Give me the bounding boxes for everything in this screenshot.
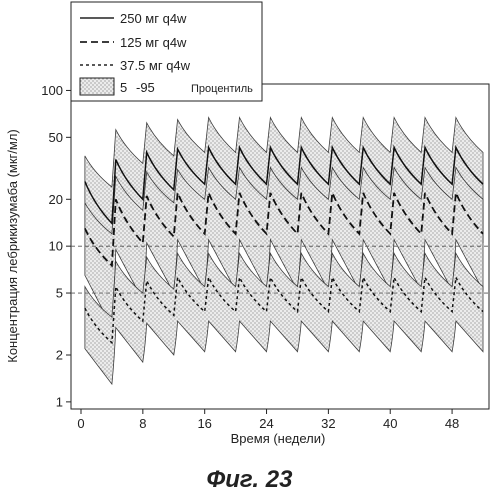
- x-axis-ticks: 0 8 16 24 32 40 48: [77, 409, 459, 431]
- x-tick-label-2: 16: [197, 416, 211, 431]
- legend-label-37: 37.5 мг q4w: [120, 58, 191, 73]
- legend: 250 мг q4w 125 мг q4w 37.5 мг q4w 5 -95 …: [71, 2, 262, 101]
- x-tick-label-3: 24: [259, 416, 273, 431]
- x-axis-label: Время (недели): [231, 431, 326, 446]
- x-tick-label-0: 0: [77, 416, 84, 431]
- chart: 0 8 16 24 32 40 48 1 2 5 10 20 50 100 Время (недели)…: [0, 0, 499, 462]
- y-axis-ticks: 1 2 5 10 20 50 100: [41, 83, 71, 409]
- y-tick-label-5: 50: [49, 130, 63, 145]
- x-tick-label-1: 8: [139, 416, 146, 431]
- y-tick-label-3: 10: [49, 239, 63, 254]
- legend-swatch-band: [80, 78, 114, 95]
- y-axis-label: Концентрация лебрикизумаба (мкг/мл): [5, 129, 20, 363]
- figure-caption: Фиг. 23: [0, 466, 499, 494]
- x-tick-label-6: 48: [445, 416, 459, 431]
- legend-label-250: 250 мг q4w: [120, 11, 187, 26]
- x-tick-label-4: 32: [321, 416, 335, 431]
- y-tick-label-2: 5: [56, 286, 63, 301]
- y-tick-label-6: 100: [41, 83, 63, 98]
- legend-label-125: 125 мг q4w: [120, 35, 187, 50]
- x-tick-label-5: 40: [383, 416, 397, 431]
- y-tick-label-4: 20: [49, 192, 63, 207]
- y-tick-label-1: 2: [56, 348, 63, 363]
- y-tick-label-0: 1: [56, 394, 63, 409]
- legend-label-band-unit: Процентиль: [191, 83, 253, 95]
- legend-label-band-low: 5: [120, 80, 127, 95]
- legend-label-band-high: -95: [136, 80, 155, 95]
